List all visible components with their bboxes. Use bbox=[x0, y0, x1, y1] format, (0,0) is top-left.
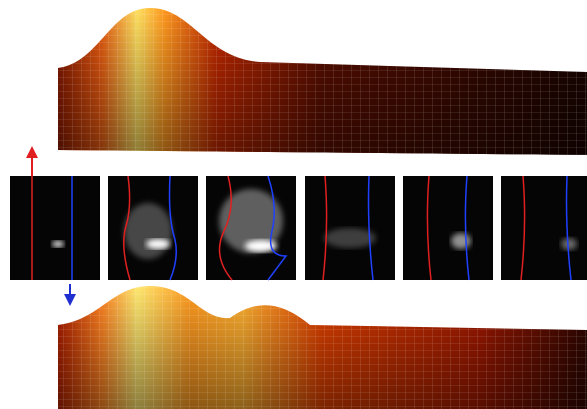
surface-mesh bbox=[58, 8, 587, 155]
top-surface bbox=[58, 8, 587, 155]
surface-mesh bbox=[58, 286, 587, 409]
signal bbox=[52, 241, 64, 247]
signal bbox=[124, 203, 172, 259]
figure bbox=[0, 0, 587, 409]
frame bbox=[10, 176, 100, 280]
signal bbox=[561, 238, 577, 250]
bottom-surface bbox=[58, 286, 587, 409]
frame bbox=[501, 176, 587, 280]
image-strip bbox=[10, 176, 587, 280]
frame bbox=[403, 176, 493, 280]
frame bbox=[108, 176, 198, 280]
signal bbox=[146, 239, 170, 249]
frame-bg bbox=[403, 176, 493, 280]
frame bbox=[206, 176, 296, 280]
frame bbox=[305, 176, 395, 280]
signal bbox=[324, 228, 376, 248]
signal bbox=[451, 233, 471, 249]
frame-bg bbox=[501, 176, 587, 280]
frame-bg bbox=[10, 176, 100, 280]
